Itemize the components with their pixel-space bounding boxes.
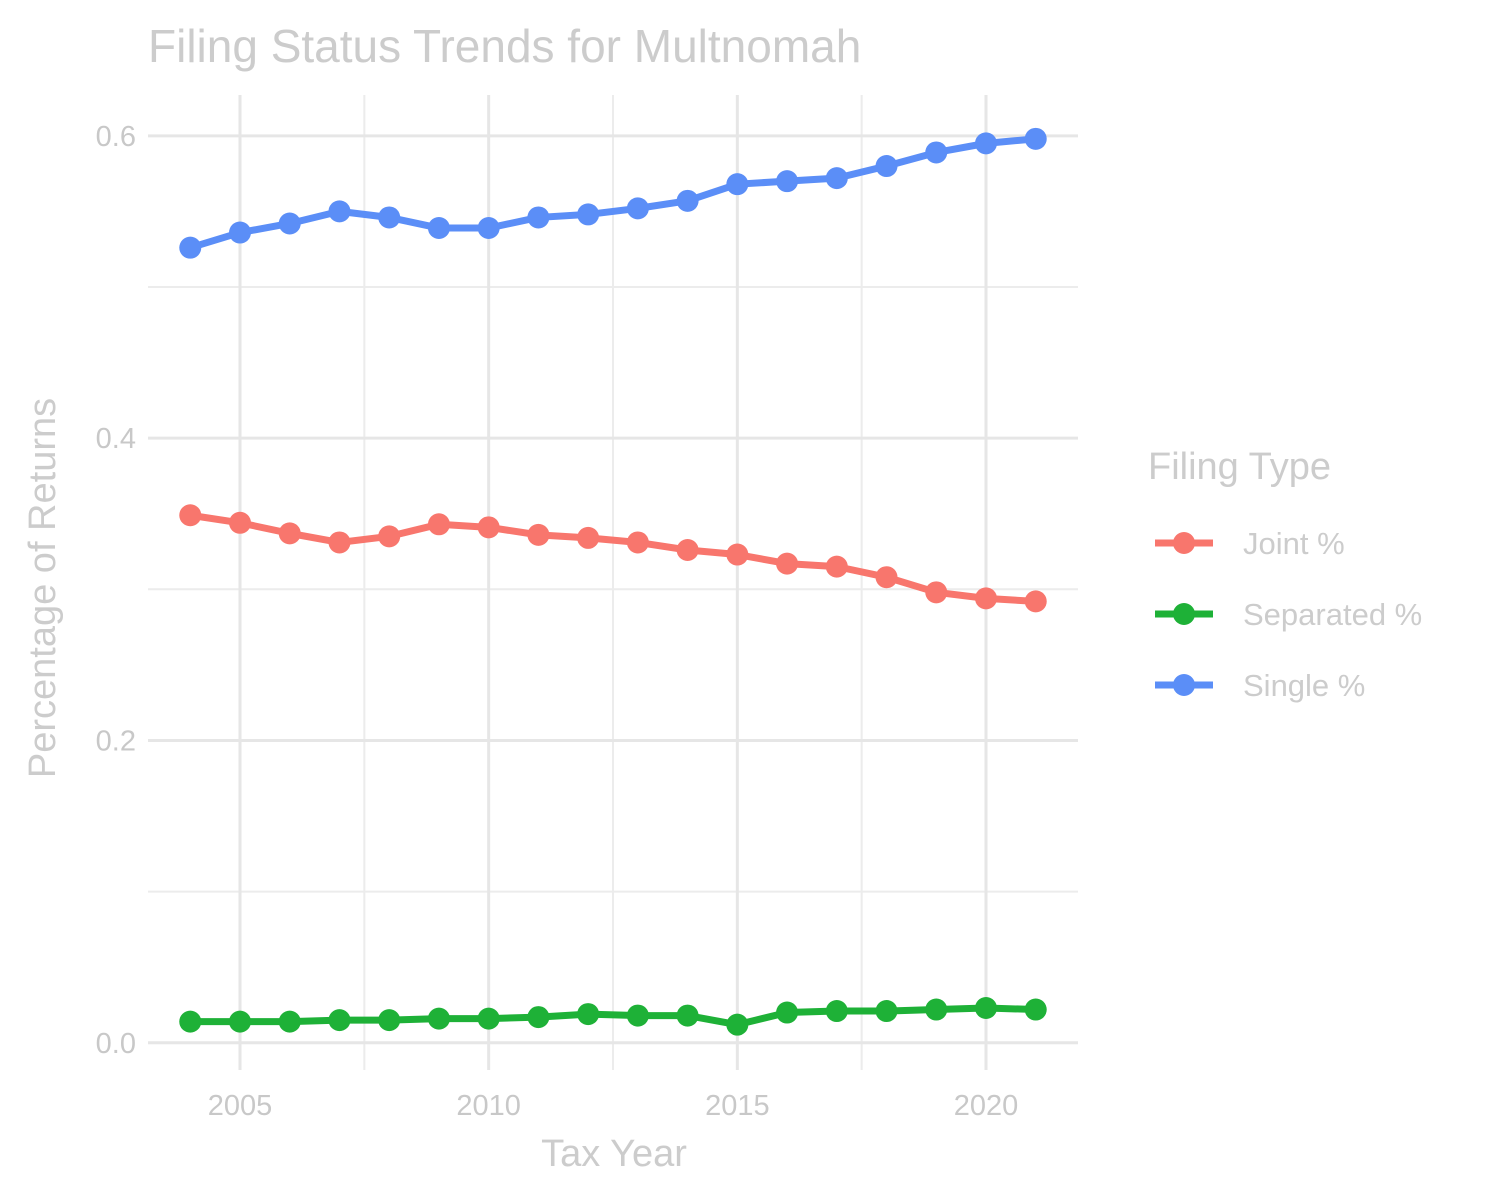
data-point-separated — [527, 1006, 550, 1029]
legend-key-point — [1173, 603, 1195, 625]
data-point-single — [825, 167, 848, 190]
data-point-separated — [776, 1001, 799, 1024]
data-point-single — [925, 141, 948, 164]
data-point-joint — [527, 523, 550, 546]
data-point-single — [726, 173, 749, 196]
data-point-single — [577, 203, 600, 226]
data-point-joint — [229, 511, 252, 534]
legend-item-joint: Joint % — [1155, 526, 1345, 561]
legend-label: Single % — [1243, 668, 1365, 703]
data-point-joint — [577, 526, 600, 549]
x-axis-title: Tax Year — [541, 1133, 687, 1175]
y-tick-label: 0.0 — [96, 1028, 136, 1060]
x-tick-label: 2015 — [705, 1090, 770, 1122]
grid — [148, 95, 1078, 1070]
data-point-separated — [825, 1000, 848, 1023]
data-point-joint — [477, 516, 500, 539]
data-point-separated — [726, 1013, 749, 1036]
y-tick-label: 0.4 — [96, 423, 136, 455]
data-point-joint — [328, 531, 351, 554]
series-single — [179, 127, 1047, 259]
data-point-single — [229, 221, 252, 244]
data-point-single — [328, 200, 351, 223]
data-point-separated — [278, 1010, 301, 1033]
data-point-single — [477, 217, 500, 240]
data-point-separated — [1024, 998, 1047, 1021]
data-point-joint — [776, 552, 799, 575]
data-point-separated — [626, 1004, 649, 1027]
y-tick-label: 0.2 — [96, 725, 136, 757]
data-point-single — [527, 206, 550, 229]
data-point-separated — [328, 1009, 351, 1032]
legend-item-single: Single % — [1155, 668, 1365, 703]
data-point-single — [776, 170, 799, 193]
data-point-separated — [974, 997, 997, 1020]
data-point-separated — [577, 1003, 600, 1026]
data-point-separated — [875, 1000, 898, 1023]
series-separated — [179, 997, 1047, 1036]
legend-key-point — [1173, 674, 1195, 696]
x-tick-label: 2020 — [954, 1090, 1019, 1122]
legend-key-point — [1173, 532, 1195, 554]
tick-labels: 0.0 0.2 0.4 0.6 2005 2010 2015 2020 — [96, 121, 1019, 1122]
legend-title: Filing Type — [1148, 446, 1331, 488]
data-point-joint — [626, 531, 649, 554]
data-point-single — [427, 217, 450, 240]
data-point-joint — [925, 581, 948, 604]
data-point-joint — [676, 539, 699, 561]
data-point-joint — [179, 504, 202, 527]
data-point-joint — [278, 522, 301, 545]
data-point-separated — [427, 1007, 450, 1030]
data-point-single — [974, 132, 997, 155]
data-point-separated — [925, 998, 948, 1021]
data-point-joint — [427, 513, 450, 536]
data-point-separated — [676, 1004, 699, 1027]
data-point-joint — [974, 587, 997, 610]
chart-title: Filing Status Trends for Multnomah — [148, 20, 861, 72]
legend-item-separated: Separated % — [1155, 597, 1422, 632]
legend-label: Separated % — [1243, 597, 1422, 632]
legend-label: Joint % — [1243, 526, 1345, 561]
data-point-joint — [1024, 590, 1047, 613]
x-tick-label: 2010 — [456, 1090, 521, 1122]
data-point-single — [626, 197, 649, 220]
data-point-single — [378, 206, 401, 229]
data-point-separated — [179, 1010, 202, 1033]
legend: Filing Type Joint % Separated % Single % — [1148, 446, 1422, 703]
data-point-joint — [378, 525, 401, 548]
data-point-separated — [477, 1007, 500, 1030]
data-point-joint — [726, 543, 749, 566]
data-point-single — [179, 236, 202, 259]
data-point-separated — [378, 1009, 401, 1032]
data-point-separated — [229, 1010, 252, 1033]
data-point-single — [278, 212, 301, 235]
data-point-joint — [825, 555, 848, 578]
y-tick-label: 0.6 — [96, 121, 136, 153]
series-layer — [179, 127, 1047, 1036]
data-point-single — [875, 155, 898, 178]
data-point-single — [1024, 127, 1047, 150]
data-point-joint — [875, 566, 898, 589]
data-point-single — [676, 189, 699, 212]
series-joint — [179, 504, 1047, 613]
x-tick-label: 2005 — [208, 1090, 273, 1122]
y-axis-title: Percentage of Returns — [22, 398, 64, 778]
